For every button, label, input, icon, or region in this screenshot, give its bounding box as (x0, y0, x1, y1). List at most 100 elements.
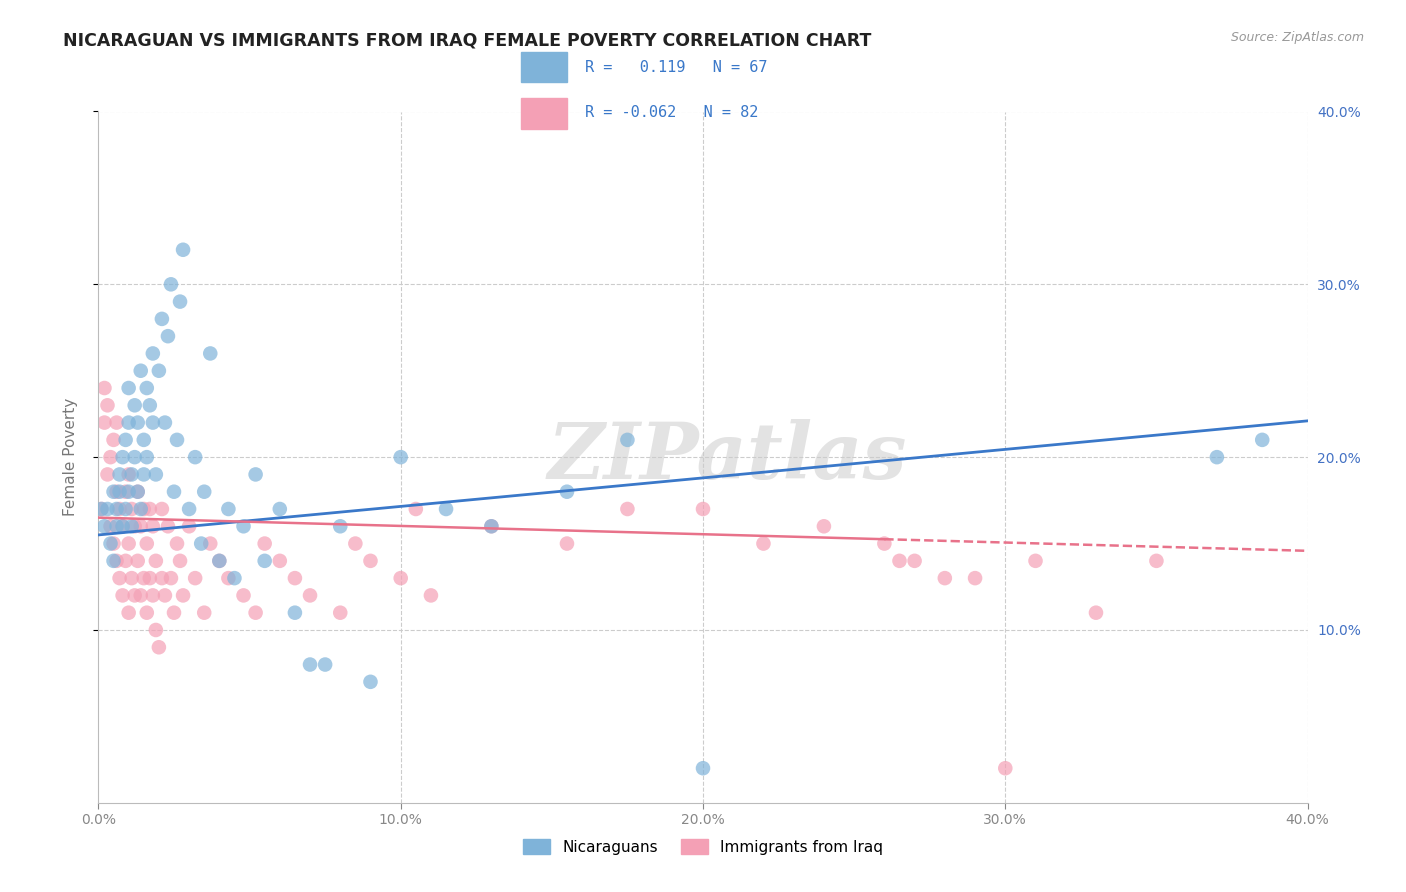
Point (934, 571, 956, 585)
Point (434, 502, 457, 516)
Point (389, 450, 412, 464)
Point (121, 571, 143, 585)
Point (124, 589, 146, 603)
Point (405, 502, 427, 516)
Point (208, 554, 231, 568)
Point (145, 467, 167, 482)
Point (889, 554, 911, 568)
Point (135, 381, 157, 395)
Point (994, 761, 1017, 775)
Point (153, 589, 176, 603)
Point (121, 502, 143, 516)
Point (108, 502, 131, 516)
Point (127, 554, 149, 568)
Point (145, 623, 167, 637)
Point (299, 657, 322, 672)
Point (166, 433, 188, 447)
Point (160, 571, 183, 585)
Point (105, 416, 128, 430)
Point (118, 484, 141, 499)
Point (100, 519, 122, 533)
Point (692, 502, 714, 516)
Point (142, 416, 165, 430)
Point (299, 589, 322, 603)
Point (111, 450, 134, 464)
Point (217, 571, 239, 585)
Point (103, 484, 125, 499)
Point (329, 519, 352, 533)
Point (93, 416, 115, 430)
Point (108, 571, 131, 585)
Point (873, 536, 896, 550)
Point (190, 536, 212, 550)
Point (253, 554, 276, 568)
Point (232, 519, 254, 533)
Point (904, 554, 927, 568)
Point (481, 519, 503, 533)
Point (284, 606, 307, 620)
Point (224, 571, 246, 585)
Point (481, 519, 503, 533)
Point (127, 484, 149, 499)
Point (208, 554, 231, 568)
Point (105, 554, 128, 568)
Point (118, 606, 141, 620)
Point (1144, 554, 1167, 568)
Point (166, 536, 188, 550)
Point (124, 450, 146, 464)
Point (100, 450, 122, 464)
Point (1206, 450, 1229, 464)
Point (132, 571, 155, 585)
Point (121, 519, 143, 533)
Point (105, 502, 128, 516)
Point (232, 589, 254, 603)
Point (100, 536, 122, 550)
Point (179, 502, 201, 516)
Point (105, 519, 128, 533)
Point (169, 554, 191, 568)
Point (90, 502, 112, 516)
Point (129, 364, 152, 378)
Point (217, 502, 239, 516)
Point (127, 484, 149, 499)
Point (269, 554, 291, 568)
Point (111, 589, 134, 603)
Point (184, 450, 207, 464)
Point (420, 589, 443, 603)
Point (555, 536, 578, 550)
Point (118, 381, 141, 395)
Point (114, 502, 136, 516)
Point (96, 398, 118, 412)
Point (135, 536, 157, 550)
Point (389, 571, 412, 585)
Point (172, 589, 194, 603)
Point (163, 606, 186, 620)
Point (148, 640, 170, 655)
Point (145, 554, 167, 568)
Point (132, 433, 155, 447)
Text: NICARAGUAN VS IMMIGRANTS FROM IRAQ FEMALE POVERTY CORRELATION CHART: NICARAGUAN VS IMMIGRANTS FROM IRAQ FEMAL… (63, 31, 872, 49)
Point (103, 536, 125, 550)
Point (1024, 554, 1046, 568)
Point (93, 381, 115, 395)
Point (179, 519, 201, 533)
Point (172, 243, 194, 257)
Point (114, 484, 136, 499)
Point (150, 571, 173, 585)
Point (135, 450, 157, 464)
Point (121, 467, 143, 482)
Point (111, 519, 134, 533)
Point (132, 502, 155, 516)
Point (269, 502, 291, 516)
Point (124, 398, 146, 412)
Point (129, 502, 152, 516)
Point (193, 484, 215, 499)
Point (118, 536, 141, 550)
Point (103, 554, 125, 568)
Point (139, 571, 162, 585)
Point (813, 519, 835, 533)
Point (129, 519, 152, 533)
Point (1085, 606, 1108, 620)
Text: R =   0.119   N = 67: R = 0.119 N = 67 (585, 60, 768, 75)
Point (93, 519, 115, 533)
